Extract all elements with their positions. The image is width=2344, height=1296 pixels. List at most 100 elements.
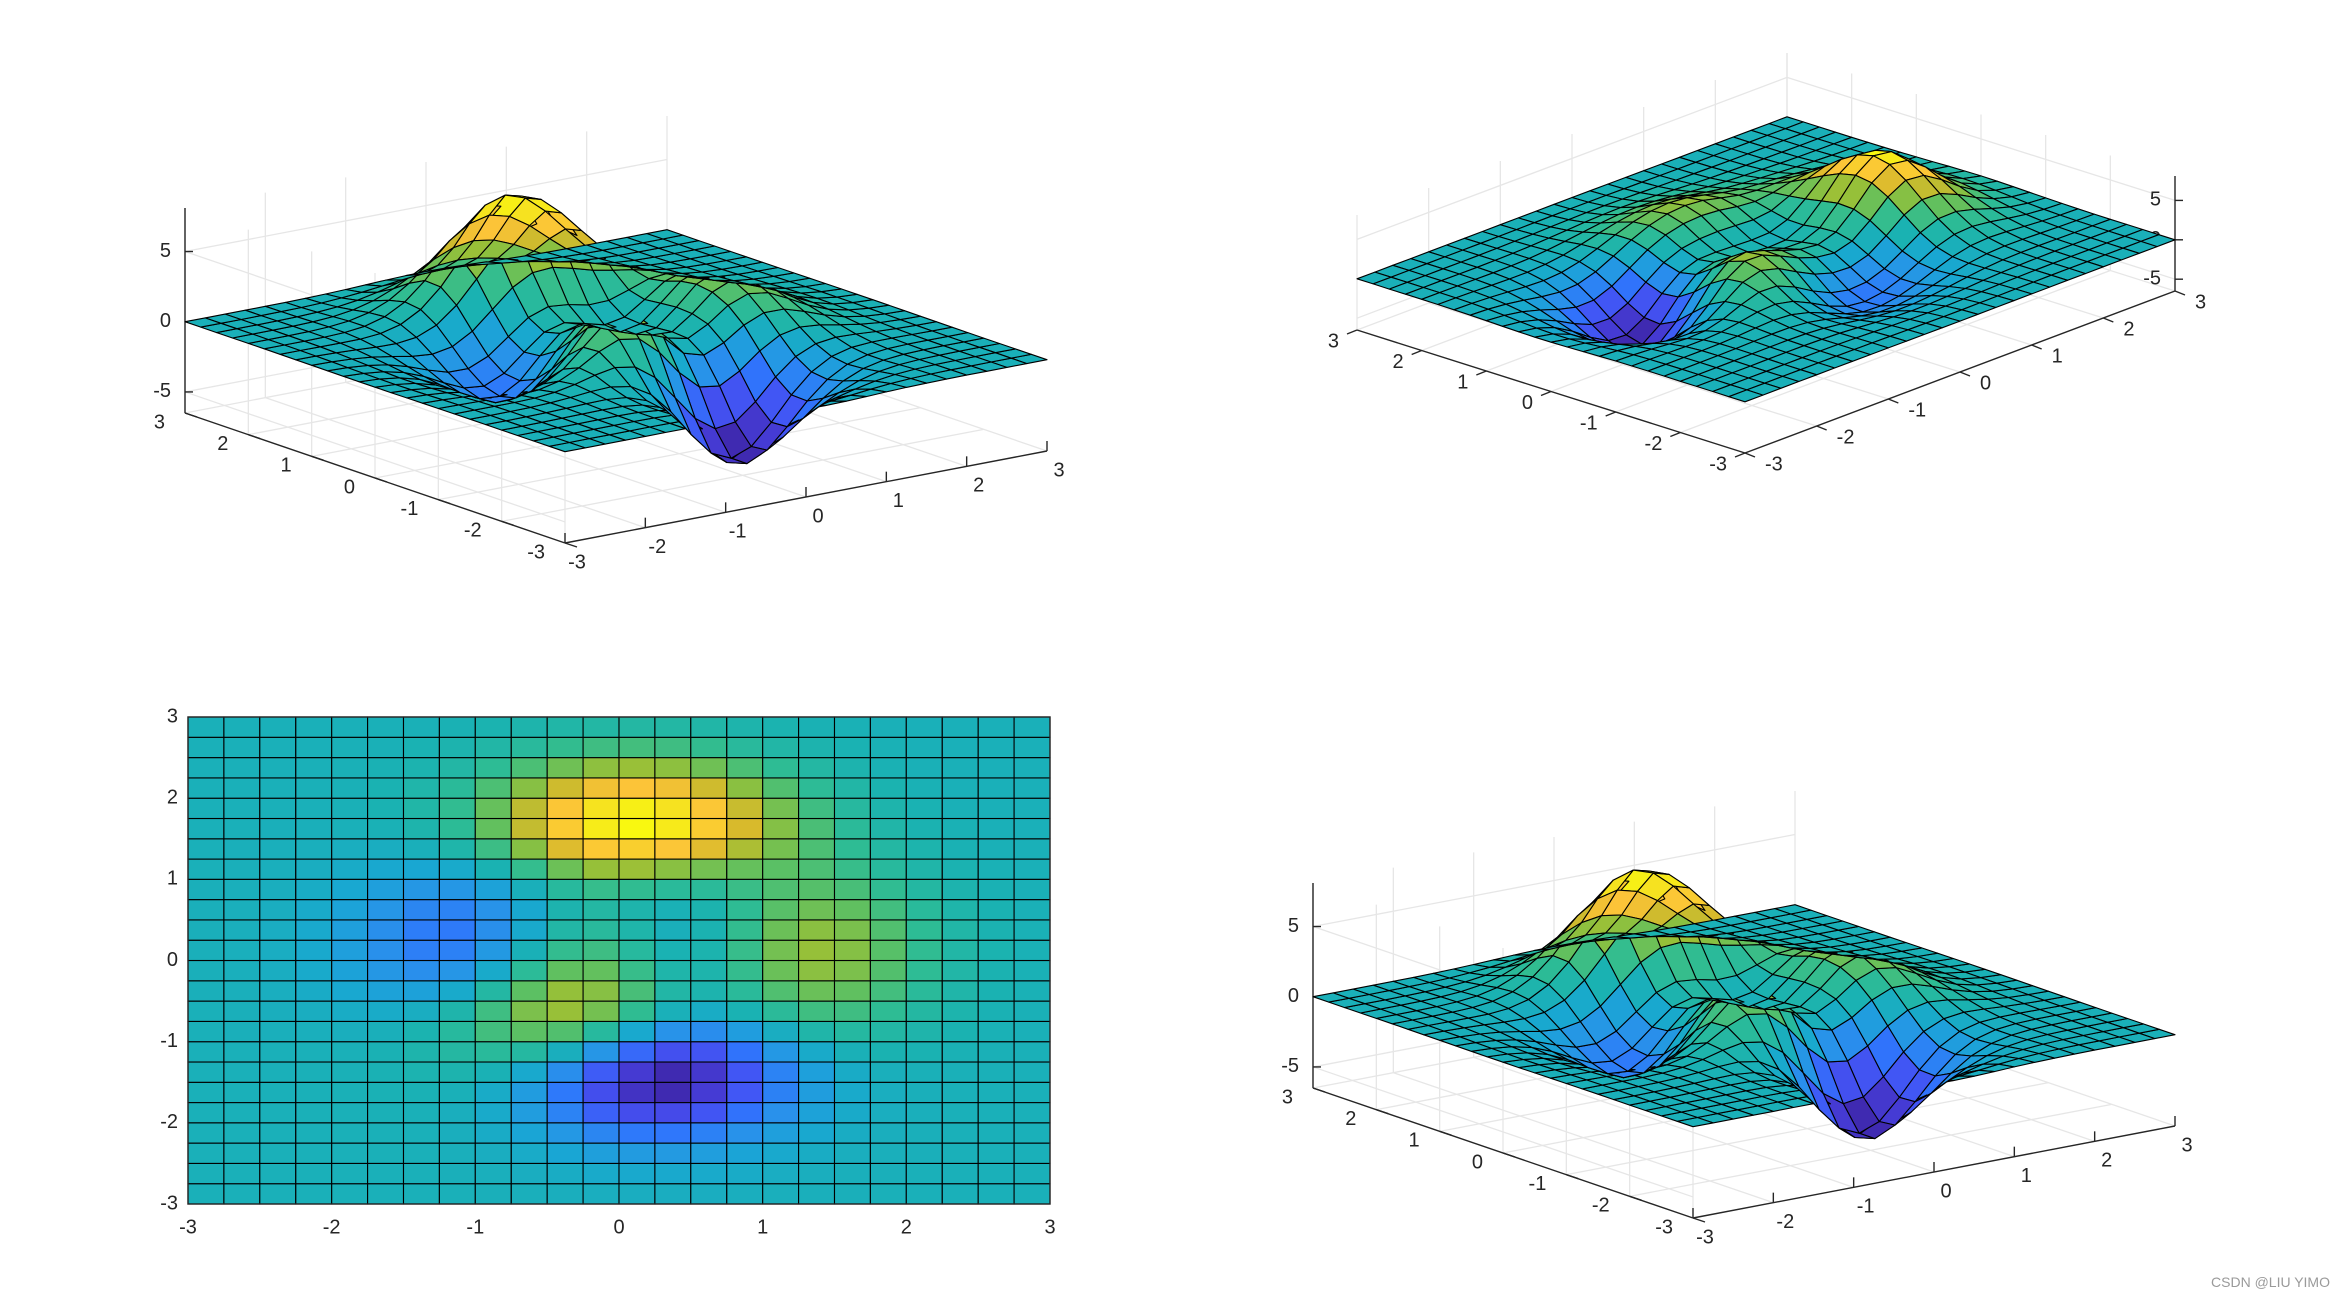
x-tick-label: 0 xyxy=(613,1216,624,1238)
surface-patch xyxy=(438,1183,476,1205)
surface-patch xyxy=(905,858,943,880)
surface-patch xyxy=(1013,1061,1051,1083)
surface-patch xyxy=(905,716,943,738)
surface-patch xyxy=(654,899,692,921)
surface-patch xyxy=(367,777,405,799)
surface-patch xyxy=(869,919,907,941)
surface-patch xyxy=(941,797,979,820)
surface-patch xyxy=(726,1081,764,1104)
surface-patch xyxy=(295,1061,333,1083)
surface-patch xyxy=(869,736,907,759)
x-tick-label: 0 xyxy=(1522,392,1533,414)
surface-patch xyxy=(833,1183,871,1205)
surface-patch xyxy=(546,878,584,901)
surface-patch xyxy=(402,777,440,799)
surface-patch xyxy=(474,1183,512,1205)
surface-patch xyxy=(223,817,261,840)
surface-patch xyxy=(438,919,476,941)
surface-patch xyxy=(259,1000,297,1022)
y-tick-label: 0 xyxy=(344,476,355,498)
surface-patch xyxy=(259,797,297,820)
surface-patch xyxy=(438,959,476,982)
y-tick-label: -3 xyxy=(527,541,545,563)
surface-patch xyxy=(546,1041,584,1063)
surface-patch xyxy=(762,838,800,860)
y-tick-label: 2 xyxy=(167,786,178,808)
surface-patch xyxy=(438,1162,476,1185)
surface-patch xyxy=(690,838,728,860)
surface-patch xyxy=(367,838,405,860)
surface-patch xyxy=(438,1122,476,1144)
surface-patch xyxy=(331,838,369,860)
surface-patch xyxy=(762,980,800,1002)
surface-patch xyxy=(833,817,871,840)
surface-patch xyxy=(223,838,261,860)
surface-patch xyxy=(474,858,512,880)
tick-mark xyxy=(1692,1217,1706,1223)
x-tick-label: -1 xyxy=(1857,1196,1875,1218)
surface-patch xyxy=(726,838,764,860)
surface-patch xyxy=(223,858,261,880)
surface-patch xyxy=(762,878,800,901)
surface-patch xyxy=(726,817,764,840)
surface-patch xyxy=(546,980,584,1002)
surface-patch xyxy=(187,1020,225,1043)
tick-mark xyxy=(184,412,198,418)
x-tick-label: -2 xyxy=(648,536,666,558)
x-tick-label: 3 xyxy=(1044,1216,1055,1238)
surface-patch xyxy=(977,777,1015,799)
surface-patch xyxy=(726,939,764,962)
surface-patch xyxy=(1013,1020,1051,1043)
surface-patch xyxy=(905,878,943,901)
surface-patch xyxy=(474,777,512,799)
surface-patch xyxy=(187,1000,225,1022)
surface-patch xyxy=(869,1122,907,1144)
surface-patch xyxy=(618,838,656,860)
tick-labels: -3 -2 -1 0 1 2 3 -3 -2 -1 0 1 2 3 -5 0 5 xyxy=(1281,915,2192,1248)
tick-mark xyxy=(1734,452,1746,458)
surface-plot-2d-bottom-left: -3 -2 -1 0 1 2 3 -3 -2 -1 0 1 2 3 xyxy=(160,705,1055,1238)
z-tick-label: -5 xyxy=(1281,1055,1299,1077)
surface-patch xyxy=(295,1122,333,1144)
surface-patch xyxy=(223,939,261,962)
surface-patch xyxy=(438,838,476,860)
wall-gridline xyxy=(1356,76,1788,241)
surface-patch xyxy=(833,777,871,799)
surface-patch xyxy=(941,878,979,901)
surface-patch xyxy=(438,817,476,840)
surface-patch xyxy=(869,1183,907,1205)
surface-patch xyxy=(905,838,943,860)
tick-mark xyxy=(2031,344,2042,350)
surface-patch xyxy=(726,736,764,759)
y-tick-label: -2 xyxy=(464,520,482,542)
surface-patch xyxy=(402,899,440,921)
axes xyxy=(184,208,1048,548)
surface-patch xyxy=(331,1101,369,1124)
x-tick-label: -3 xyxy=(179,1216,197,1238)
surface-patch xyxy=(474,736,512,759)
surface-patch xyxy=(798,1162,836,1185)
y-tick-label: -2 xyxy=(1837,426,1855,448)
surface-patch xyxy=(726,1122,764,1144)
y-tick-label: 3 xyxy=(167,705,178,727)
surface-patch xyxy=(259,716,297,738)
surface-patch xyxy=(295,1183,333,1205)
surface-patch xyxy=(977,716,1015,738)
surface-patch xyxy=(438,980,476,1002)
surface-patch xyxy=(618,1020,656,1043)
surface-patch xyxy=(726,1020,764,1043)
surface-patch xyxy=(367,1162,405,1185)
surface-patch xyxy=(402,1000,440,1022)
surface-patch xyxy=(1013,1162,1051,1185)
surface-patch xyxy=(184,317,222,328)
surface-patch xyxy=(798,919,836,941)
surface-patch xyxy=(367,1142,405,1164)
tick-mark xyxy=(1439,1130,1452,1136)
surface-patch xyxy=(762,919,800,941)
surface-patch xyxy=(438,1061,476,1083)
surface-patch xyxy=(762,777,800,799)
surface-patch xyxy=(798,899,836,921)
surface-patch xyxy=(582,757,620,779)
surface-patch xyxy=(546,1122,584,1144)
surface-patch xyxy=(582,797,620,820)
